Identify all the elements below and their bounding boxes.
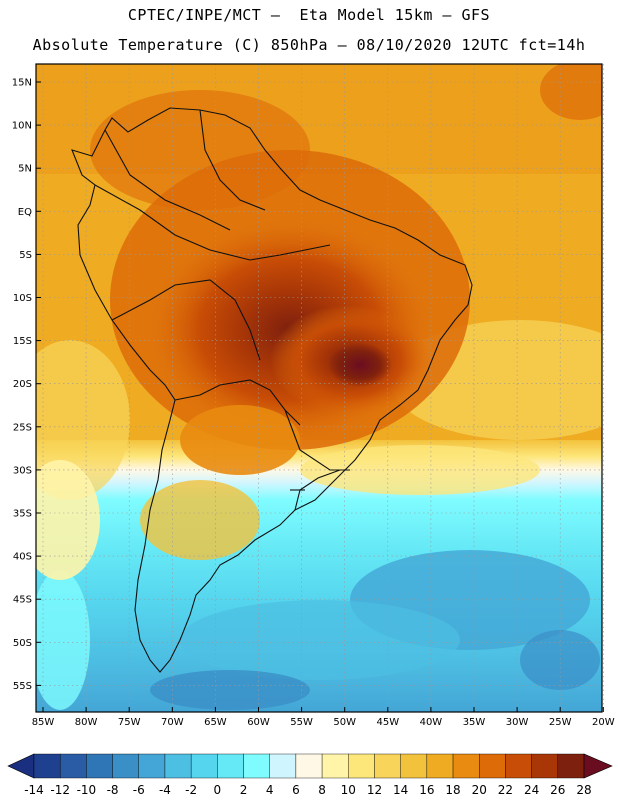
lat-label: 40S <box>13 552 32 563</box>
colorbar-swatch <box>505 753 532 779</box>
colorbar-swatch <box>190 753 218 779</box>
lon-label: 30W <box>506 717 529 728</box>
colorbar-under-arrow <box>7 753 35 779</box>
lat-label: 5N <box>18 164 32 175</box>
colorbar-label: 28 <box>576 783 591 797</box>
colorbar-label: 16 <box>419 783 434 797</box>
colorbar-over-arrow <box>583 753 613 779</box>
lat-label: 15N <box>12 78 32 89</box>
colorbar-label: 0 <box>214 783 222 797</box>
colorbar-swatch <box>269 753 297 779</box>
colorbar-label: 24 <box>524 783 539 797</box>
lon-label: 35W <box>463 717 486 728</box>
lat-label: 10S <box>13 293 32 304</box>
colorbar-swatch <box>295 753 323 779</box>
map-frame <box>35 63 603 713</box>
lon-label: 65W <box>204 717 227 728</box>
colorbar-swatch <box>33 753 61 779</box>
colorbar-label: 10 <box>341 783 356 797</box>
colorbar-label: 26 <box>550 783 565 797</box>
colorbar-label: -10 <box>77 783 97 797</box>
colorbar-swatch <box>86 753 113 779</box>
colorbar-label: -6 <box>133 783 145 797</box>
lat-label: 55S <box>13 681 32 692</box>
lon-label: 40W <box>420 717 443 728</box>
lon-label: 50W <box>333 717 356 728</box>
colorbar-label: -4 <box>159 783 171 797</box>
lon-label: 70W <box>161 717 184 728</box>
lon-label: 55W <box>290 717 313 728</box>
colorbar-swatch <box>112 753 139 779</box>
lat-label: 5S <box>19 250 32 261</box>
lon-label: 85W <box>32 717 55 728</box>
lon-label: 20W <box>592 717 615 728</box>
longitude-labels: 85W 80W 75W 70W 65W 60W 55W 50W 45W 40W 35W 30W 25W 2… <box>32 707 615 728</box>
colorbar-label: -2 <box>185 783 197 797</box>
lat-label: 35S <box>13 509 32 520</box>
colorbar-swatch <box>243 753 270 779</box>
colorbar-label: 8 <box>318 783 326 797</box>
title-line-1: CPTEC/INPE/MCT – Eta Model 15km – GFS <box>127 6 491 24</box>
colorbar-swatch <box>348 753 375 779</box>
coastline <box>71 107 473 673</box>
colorbar-swatch <box>217 753 244 779</box>
colorbar-label: 6 <box>292 783 300 797</box>
colorbar-label: 12 <box>367 783 382 797</box>
lat-label: 20S <box>13 379 32 390</box>
colorbar-swatch <box>452 753 480 779</box>
colorbar-swatch <box>164 753 192 779</box>
lon-label: 60W <box>247 717 270 728</box>
temperature-field <box>36 64 602 712</box>
colorbar-label: -14 <box>24 783 44 797</box>
colorbar-label: -12 <box>50 783 70 797</box>
lat-label: 15S <box>13 336 32 347</box>
colorbar-label: 20 <box>472 783 487 797</box>
colorbar-label: 14 <box>393 783 408 797</box>
colorbar-swatch <box>531 753 559 779</box>
colorbar-swatch <box>479 753 506 779</box>
lat-label: EQ <box>18 207 32 218</box>
colorbar-swatch <box>426 753 454 779</box>
colorbar-swatch <box>374 753 401 779</box>
colorbar-swatch <box>400 753 428 779</box>
colorbar-label: -8 <box>107 783 119 797</box>
colorbar-swatch <box>321 753 349 779</box>
lat-label: 25S <box>13 422 32 433</box>
colorbar-label: 4 <box>266 783 274 797</box>
colorbar-label: 22 <box>498 783 513 797</box>
colorbar-label: 2 <box>240 783 248 797</box>
lat-label: 30S <box>13 465 32 476</box>
lat-label: 10N <box>12 121 32 132</box>
colorbar-swatch <box>59 753 87 779</box>
lon-label: 75W <box>118 717 141 728</box>
colorbar: -14 -12 -10 -8 -6 -4 -2 0 2 4 6 8 10 12 14 16 18 20 22 24 26… <box>7 753 613 797</box>
title-line-2: Absolute Temperature (C) 850hPa – 08/10/… <box>32 36 586 54</box>
latitude-labels: 15N 10N 5N EQ 5S 10S 15S 20S 25S 30S 35S 40S 45S 50S 5… <box>12 78 41 692</box>
lat-label: 45S <box>13 595 32 606</box>
lon-label: 25W <box>549 717 572 728</box>
colorbar-label: 18 <box>445 783 460 797</box>
colorbar-swatch <box>138 753 166 779</box>
colorbar-swatch <box>557 753 585 779</box>
lon-label: 45W <box>376 717 399 728</box>
lat-label: 50S <box>13 638 32 649</box>
lon-label: 80W <box>75 717 98 728</box>
